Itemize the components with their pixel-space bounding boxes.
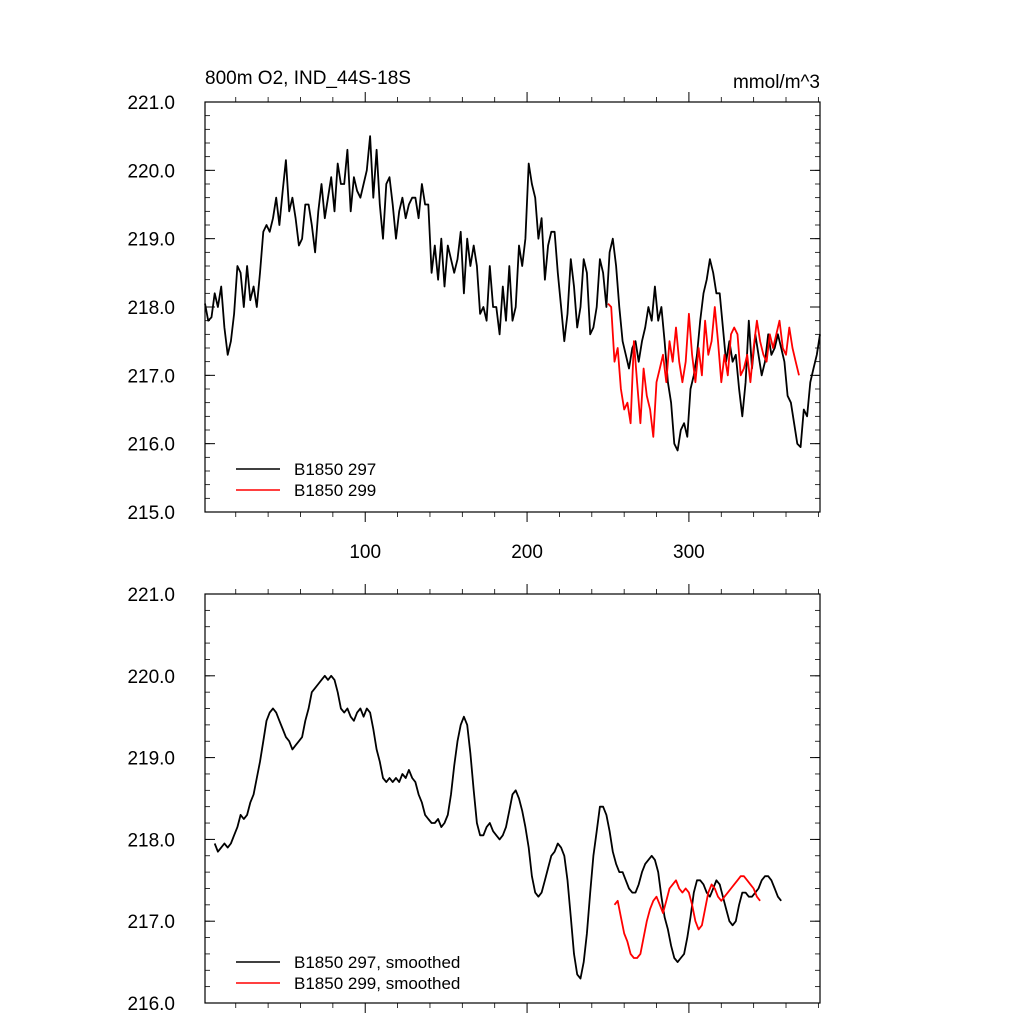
y-tick-label: 221.0 <box>127 93 175 114</box>
plot-frame <box>204 593 821 1004</box>
x-tick-label: 100 <box>349 542 381 563</box>
legend-label: B1850 299 <box>294 481 376 500</box>
series-line-2 <box>607 302 800 438</box>
y-tick-label: 217.0 <box>127 912 175 933</box>
series-line-1 <box>213 674 782 980</box>
y-tick-label: 219.0 <box>127 749 175 770</box>
legend-label: B1850 297 <box>294 460 376 479</box>
y-tick-label: 220.0 <box>127 667 175 688</box>
y-tick-label: 215.0 <box>127 503 175 524</box>
chart-title: 800m O2, IND_44S-18S <box>205 68 411 89</box>
legend-label: B1850 297, smoothed <box>294 953 460 972</box>
smoothed-panel: 216.0 217.0 218.0 219.0 220.0 221.0 B1850 297,… <box>127 584 821 1015</box>
y-tick-label: 219.0 <box>127 230 175 251</box>
y-tick-label: 218.0 <box>127 298 175 319</box>
y-tick-label: 221.0 <box>127 585 175 606</box>
chart-units: mmol/m^3 <box>733 72 820 93</box>
y-tick-label: 216.0 <box>127 435 175 456</box>
raw-panel: 215.0 216.0 217.0 218.0 219.0 220.0 221.0 100 20… <box>127 68 821 563</box>
y-tick-label: 217.0 <box>127 366 175 387</box>
y-tick-label: 220.0 <box>127 161 175 182</box>
series-line-2 <box>613 875 761 959</box>
y-tick-label: 218.0 <box>127 830 175 851</box>
x-tick-label: 200 <box>511 542 543 563</box>
x-tick-label: 300 <box>673 542 705 563</box>
legend-label: B1850 299, smoothed <box>294 974 460 993</box>
y-tick-label: 216.0 <box>127 994 175 1015</box>
series-line-1 <box>204 135 821 452</box>
